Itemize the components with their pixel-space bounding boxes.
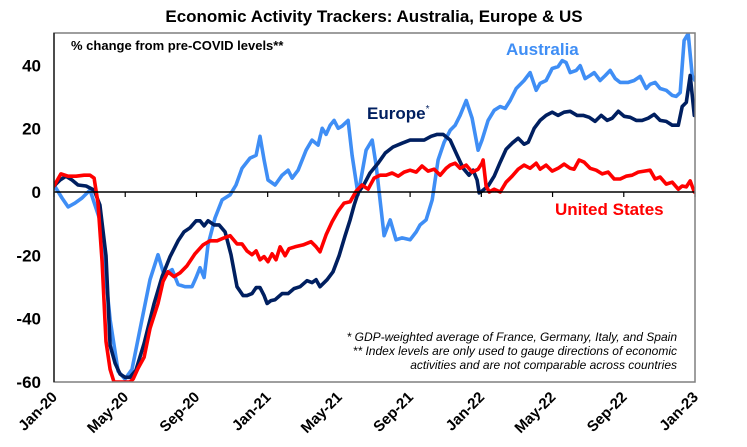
series-label-europe-text: Europe (367, 104, 426, 123)
series-line-united-states (54, 158, 695, 382)
y-tick-labels: -60 -40 -20 0 20 40 (16, 56, 41, 392)
y-tick-label: -40 (16, 310, 41, 329)
chart-subtitle: % change from pre-COVID levels** (71, 38, 284, 53)
y-tick-label: 20 (22, 120, 41, 139)
series-line-australia (54, 33, 695, 381)
y-tick-label: -60 (16, 373, 41, 392)
series-label-united-states: United States (555, 200, 664, 219)
y-tick-label: 0 (32, 183, 41, 202)
series-label-europe: Europe* (367, 104, 430, 123)
series-layer (54, 33, 695, 382)
y-tick-label: 40 (22, 56, 41, 75)
footnote-index-line1: ** Index levels are only used to gauge d… (353, 344, 677, 358)
chart-title: Economic Activity Trackers: Australia, E… (165, 7, 582, 26)
series-label-europe-superscript: * (426, 104, 430, 115)
footnote-index-line2: activities and are not comparable across… (410, 358, 677, 372)
y-tick-label: -20 (16, 246, 41, 265)
footnote-europe: * GDP-weighted average of France, German… (347, 330, 678, 344)
series-line-europe (54, 73, 695, 380)
series-label-australia: Australia (506, 40, 579, 59)
